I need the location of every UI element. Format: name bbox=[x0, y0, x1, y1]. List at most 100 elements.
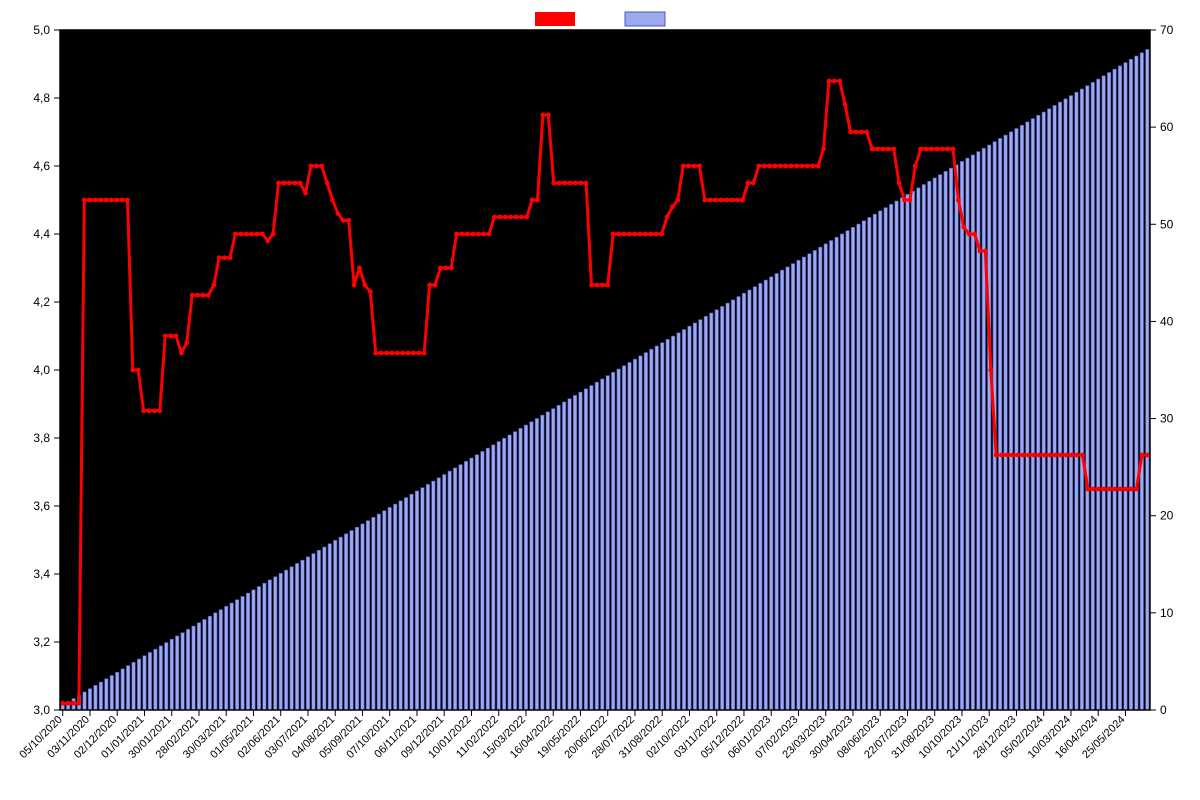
bar bbox=[121, 669, 124, 710]
bar bbox=[671, 336, 674, 710]
line-marker bbox=[1064, 453, 1069, 458]
line-marker bbox=[438, 266, 443, 271]
line-marker bbox=[956, 198, 961, 203]
y-right-tick-label: 70 bbox=[1160, 23, 1174, 37]
line-marker bbox=[130, 368, 135, 373]
line-marker bbox=[821, 147, 826, 152]
bar bbox=[753, 287, 756, 710]
bar bbox=[1042, 112, 1045, 710]
bar bbox=[917, 188, 920, 710]
line-marker bbox=[244, 232, 249, 237]
bar bbox=[137, 659, 140, 710]
line-marker bbox=[287, 181, 292, 186]
line-marker bbox=[891, 147, 896, 152]
bar bbox=[290, 567, 293, 710]
line-marker bbox=[416, 351, 421, 356]
y-right-tick-label: 50 bbox=[1160, 217, 1174, 231]
line-marker bbox=[697, 164, 702, 169]
bar bbox=[306, 557, 309, 710]
line-marker bbox=[800, 164, 805, 169]
bar bbox=[126, 666, 129, 710]
line-marker bbox=[487, 232, 492, 237]
bar bbox=[840, 234, 843, 710]
bar bbox=[944, 171, 947, 710]
bar bbox=[334, 540, 337, 710]
line-marker bbox=[740, 198, 745, 203]
line-marker bbox=[1048, 453, 1053, 458]
bar bbox=[208, 616, 211, 710]
bar bbox=[726, 303, 729, 710]
bar bbox=[655, 346, 658, 710]
y-left-tick-label: 3,4 bbox=[33, 567, 50, 581]
y-left-tick-label: 3,8 bbox=[33, 431, 50, 445]
line-marker bbox=[76, 701, 81, 706]
bar bbox=[165, 643, 168, 710]
bar bbox=[693, 323, 696, 710]
bar bbox=[415, 491, 418, 710]
line-marker bbox=[460, 232, 465, 237]
line-marker bbox=[1086, 487, 1091, 492]
line-marker bbox=[589, 283, 594, 288]
bar bbox=[601, 379, 604, 710]
bar bbox=[868, 217, 871, 710]
bar bbox=[568, 399, 571, 710]
bar bbox=[562, 402, 565, 710]
line-marker bbox=[265, 238, 270, 243]
bar bbox=[225, 606, 228, 710]
line-marker bbox=[157, 408, 162, 413]
line-marker bbox=[702, 198, 707, 203]
line-marker bbox=[1113, 487, 1118, 492]
bar bbox=[1113, 69, 1116, 710]
bar bbox=[197, 623, 200, 710]
bar bbox=[966, 158, 969, 710]
line-marker bbox=[179, 351, 184, 356]
bar bbox=[1091, 82, 1094, 710]
line-marker bbox=[228, 255, 233, 260]
bar bbox=[748, 290, 751, 710]
bar bbox=[203, 619, 206, 710]
bar bbox=[644, 353, 647, 710]
line-marker bbox=[206, 293, 211, 298]
bar bbox=[328, 544, 331, 710]
line-marker bbox=[1042, 453, 1047, 458]
bar bbox=[448, 471, 451, 710]
bar bbox=[982, 148, 985, 710]
line-marker bbox=[692, 164, 697, 169]
line-marker bbox=[546, 113, 551, 118]
bar bbox=[170, 639, 173, 710]
bar bbox=[715, 310, 718, 710]
line-marker bbox=[762, 164, 767, 169]
bar bbox=[274, 577, 277, 710]
line-marker bbox=[98, 198, 103, 203]
y-right-tick-label: 10 bbox=[1160, 606, 1174, 620]
line-marker bbox=[201, 293, 206, 298]
line-marker bbox=[362, 283, 367, 288]
bar bbox=[159, 646, 162, 710]
line-marker bbox=[1015, 453, 1020, 458]
bar bbox=[1037, 115, 1040, 710]
y-left-tick-label: 4,0 bbox=[33, 363, 50, 377]
bar bbox=[895, 201, 898, 710]
line-marker bbox=[708, 198, 713, 203]
bar bbox=[94, 685, 97, 710]
bar bbox=[688, 326, 691, 710]
bar bbox=[317, 550, 320, 710]
line-marker bbox=[805, 164, 810, 169]
bar bbox=[1140, 53, 1143, 710]
bar bbox=[546, 412, 549, 710]
line-marker bbox=[141, 408, 146, 413]
line-marker bbox=[120, 198, 125, 203]
bar bbox=[470, 458, 473, 710]
bar bbox=[1097, 79, 1100, 710]
line-marker bbox=[994, 453, 999, 458]
line-marker bbox=[87, 198, 92, 203]
bar bbox=[535, 418, 538, 710]
bar bbox=[759, 283, 762, 710]
line-marker bbox=[271, 232, 276, 237]
line-marker bbox=[379, 351, 384, 356]
line-marker bbox=[406, 351, 411, 356]
bar bbox=[764, 280, 767, 710]
line-marker bbox=[573, 181, 578, 186]
line-marker bbox=[1032, 453, 1037, 458]
line-marker bbox=[524, 215, 529, 220]
